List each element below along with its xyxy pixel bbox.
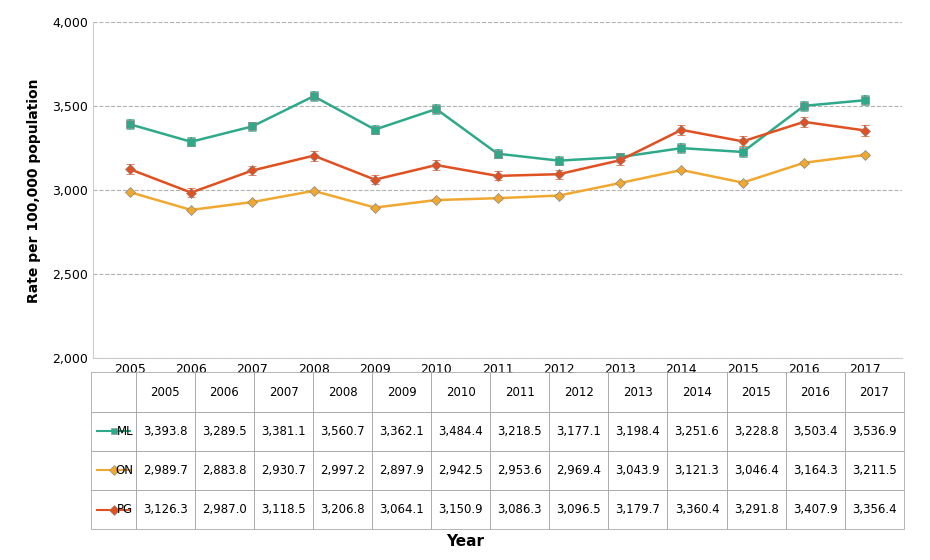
- Text: ON: ON: [115, 464, 133, 477]
- Text: ML: ML: [116, 424, 133, 438]
- Y-axis label: Rate per 100,000 population: Rate per 100,000 population: [27, 78, 41, 302]
- Text: Year: Year: [446, 534, 484, 549]
- Text: PG: PG: [117, 503, 133, 516]
